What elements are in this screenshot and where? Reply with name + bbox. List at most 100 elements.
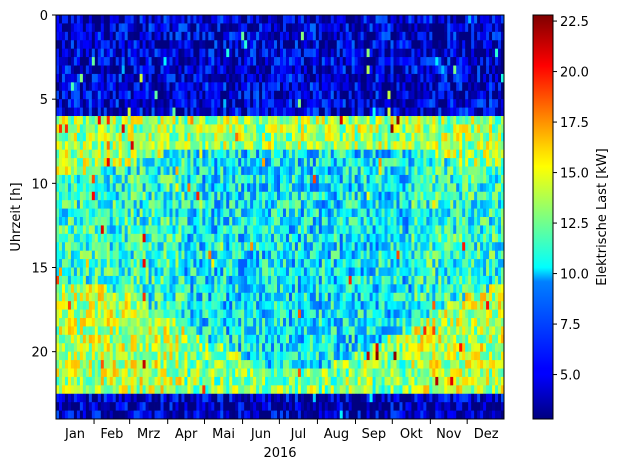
- heatmap-cell: [61, 259, 66, 268]
- heatmap-cell: [181, 410, 185, 420]
- heatmap-cell: [357, 233, 362, 243]
- heatmap-cell: [172, 116, 176, 125]
- heatmap-cell: [315, 217, 320, 226]
- heatmap-cell: [324, 149, 329, 159]
- heatmap-cell: [154, 191, 158, 201]
- heatmap-cell: [205, 40, 209, 50]
- heatmap-cell: [241, 200, 245, 209]
- heatmap-cell: [103, 351, 108, 361]
- heatmap-cell: [157, 132, 161, 142]
- heatmap-cell: [115, 166, 120, 176]
- heatmap-cell: [97, 275, 102, 285]
- heatmap-cell: [112, 351, 117, 361]
- heatmap-cell: [244, 200, 248, 209]
- heatmap-cell: [199, 99, 203, 108]
- heatmap-cell: [339, 107, 344, 117]
- heatmap-cell: [318, 166, 323, 176]
- heatmap-cell: [142, 318, 146, 327]
- heatmap-cell: [259, 410, 263, 420]
- heatmap-cell: [300, 385, 305, 395]
- heatmap-cell: [193, 351, 197, 361]
- heatmap-cell: [342, 48, 347, 58]
- heatmap-cell: [318, 284, 323, 294]
- heatmap-cell: [172, 174, 176, 184]
- heatmap-cell: [208, 107, 212, 117]
- heatmap-cell: [312, 301, 317, 310]
- heatmap-cell: [241, 343, 245, 353]
- heatmap-cell: [196, 334, 200, 344]
- heatmap-cell: [91, 99, 96, 108]
- heatmap-cell: [211, 208, 215, 218]
- heatmap-cell: [199, 48, 203, 58]
- heatmap-cell: [67, 267, 72, 277]
- heatmap-cell: [262, 309, 266, 319]
- heatmap-cell: [277, 360, 281, 369]
- heatmap-cell: [262, 200, 266, 209]
- heatmap-cell: [157, 124, 161, 134]
- heatmap-cell: [259, 166, 263, 176]
- heatmap-cell: [178, 73, 182, 83]
- heatmap-cell: [277, 124, 281, 134]
- heatmap-cell: [154, 31, 158, 41]
- heatmap-cell: [357, 107, 362, 117]
- heatmap-cell: [312, 275, 317, 285]
- heatmap-cell: [345, 73, 350, 83]
- heatmap-cell: [232, 99, 236, 108]
- heatmap-cell: [268, 149, 272, 159]
- heatmap-cell: [232, 191, 236, 201]
- heatmap-cell: [106, 99, 111, 108]
- heatmap-cell: [85, 334, 90, 344]
- heatmap-cell: [79, 57, 84, 66]
- heatmap-cell: [118, 73, 123, 83]
- heatmap-cell: [214, 208, 218, 218]
- heatmap-cell: [309, 82, 314, 92]
- heatmap-cell: [94, 124, 99, 134]
- heatmap-cell: [193, 48, 197, 58]
- heatmap-cell: [321, 242, 326, 252]
- heatmap-cell: [169, 217, 173, 226]
- heatmap-cell: [118, 158, 123, 167]
- heatmap-cell: [244, 183, 248, 193]
- heatmap-cell: [73, 385, 78, 395]
- heatmap-cell: [187, 208, 191, 218]
- heatmap-cell: [112, 360, 117, 369]
- heatmap-cell: [184, 166, 188, 176]
- heatmap-cell: [73, 99, 78, 108]
- heatmap-cell: [91, 65, 96, 75]
- heatmap-cell: [259, 225, 263, 235]
- heatmap-cell: [229, 368, 233, 378]
- heatmap-cell: [196, 65, 200, 75]
- heatmap-cell: [142, 402, 146, 411]
- heatmap-cell: [351, 242, 356, 252]
- heatmap-cell: [274, 31, 278, 41]
- heatmap-cell: [56, 166, 60, 176]
- heatmap-cell: [300, 23, 305, 33]
- heatmap-cell: [73, 284, 78, 294]
- heatmap-cell: [262, 225, 266, 235]
- heatmap-cell: [76, 31, 81, 41]
- heatmap-cell: [151, 343, 155, 353]
- heatmap-cell: [157, 40, 161, 50]
- heatmap-cell: [196, 166, 200, 176]
- heatmap-cell: [115, 410, 120, 420]
- heatmap-cell: [70, 410, 75, 420]
- heatmap-cell: [190, 284, 194, 294]
- heatmap-cell: [348, 301, 353, 310]
- heatmap-cell: [199, 166, 203, 176]
- heatmap-cell: [145, 225, 149, 235]
- heatmap-cell: [271, 99, 275, 108]
- heatmap-cell: [103, 191, 108, 201]
- heatmap-cell: [265, 368, 269, 378]
- heatmap-cell: [115, 149, 120, 159]
- heatmap-cell: [262, 410, 266, 420]
- heatmap-cell: [315, 301, 320, 310]
- heatmap-cell: [76, 40, 81, 50]
- heatmap-cell: [184, 158, 188, 167]
- heatmap-cell: [318, 309, 323, 319]
- heatmap-cell: [315, 57, 320, 66]
- heatmap-cell: [303, 318, 308, 327]
- heatmap-cell: [250, 233, 254, 243]
- heatmap-cell: [91, 259, 96, 268]
- heatmap-cell: [133, 99, 138, 108]
- heatmap-cell: [277, 191, 281, 201]
